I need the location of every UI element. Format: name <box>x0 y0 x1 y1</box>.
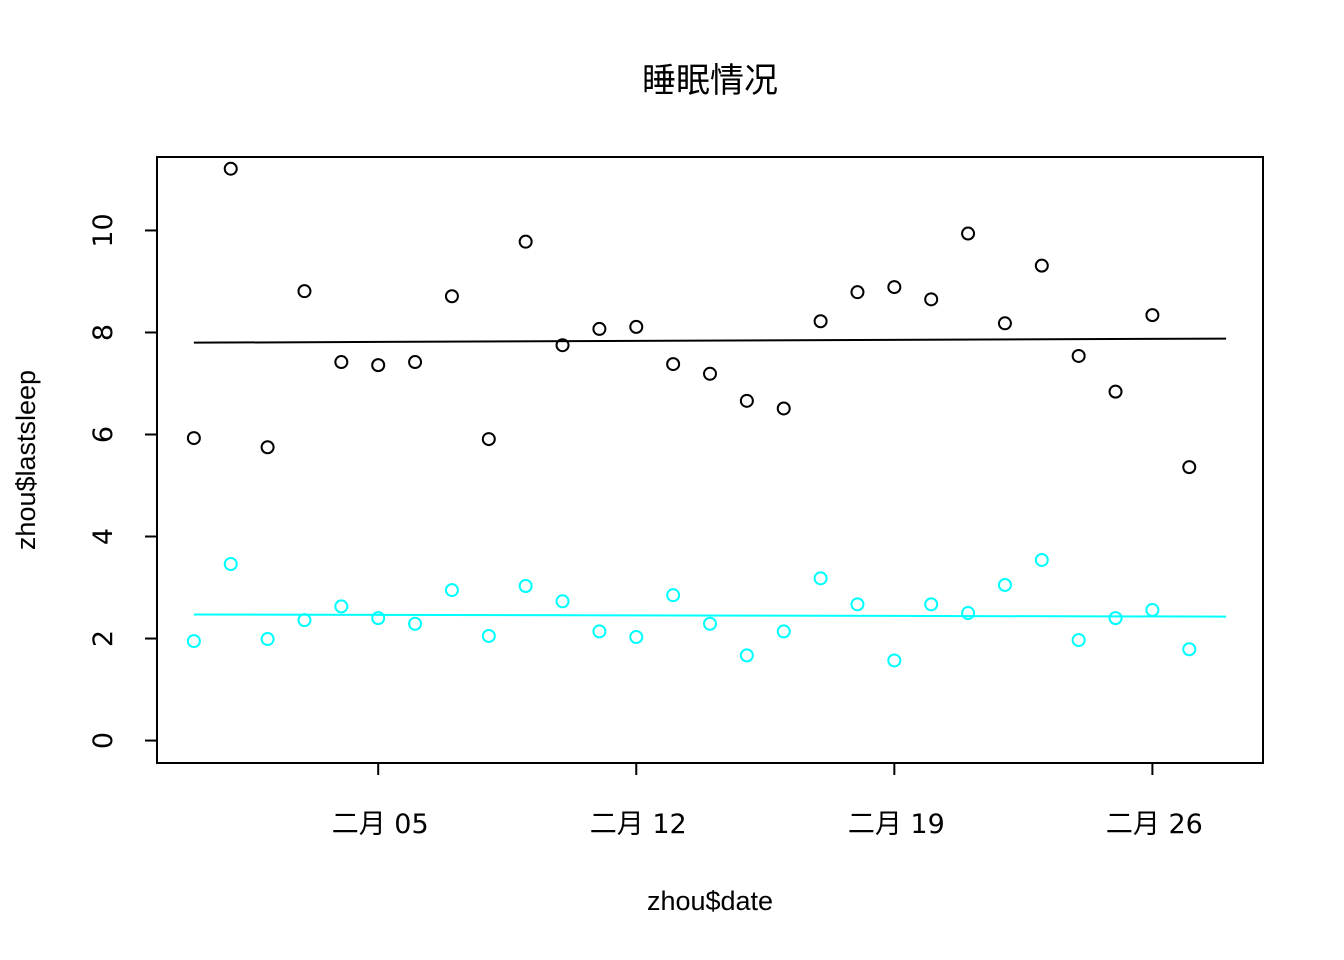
data-point-1 <box>555 594 570 609</box>
data-point-1 <box>813 571 828 586</box>
data-point-1 <box>629 630 644 645</box>
data-points <box>186 161 1197 668</box>
data-point-1 <box>776 624 791 639</box>
data-point-0 <box>739 393 754 408</box>
data-point-1 <box>592 624 607 639</box>
data-point-1 <box>1071 633 1086 648</box>
data-point-1 <box>371 611 386 626</box>
y-tick-label: 2 <box>88 630 119 647</box>
data-point-1 <box>223 557 238 572</box>
x-axis-label: zhou$date <box>647 886 773 916</box>
trend-lines <box>193 337 1227 618</box>
data-point-0 <box>555 338 570 353</box>
data-point-1 <box>1145 602 1160 617</box>
x-axis: 二月 05 二月 12 二月 19 二月 26 <box>332 763 1203 840</box>
data-point-0 <box>1108 384 1123 399</box>
data-point-0 <box>481 432 496 447</box>
plot-frame <box>156 156 1264 764</box>
data-point-1 <box>481 628 496 643</box>
data-point-0 <box>334 355 349 370</box>
data-point-1 <box>297 613 312 628</box>
data-point-0 <box>1034 258 1049 273</box>
data-point-0 <box>850 285 865 300</box>
y-tick-label: 0 <box>88 732 119 749</box>
y-tick-label: 6 <box>88 426 119 443</box>
data-point-0 <box>629 319 644 334</box>
data-point-1 <box>1034 552 1049 567</box>
data-point-0 <box>813 314 828 329</box>
data-point-0 <box>592 321 607 336</box>
data-point-1 <box>186 634 201 649</box>
chart-title: 睡眠情况 <box>642 61 778 101</box>
y-tick-label: 10 <box>88 213 119 247</box>
trend-line-1 <box>193 613 1227 618</box>
y-tick-label: 4 <box>88 528 119 545</box>
data-point-1 <box>703 616 717 631</box>
data-point-0 <box>1145 308 1160 323</box>
data-point-0 <box>297 284 312 299</box>
data-point-1 <box>739 648 754 663</box>
x-tick-label: 二月 19 <box>848 809 945 840</box>
trend-line-0 <box>193 337 1227 344</box>
y-axis-label: zhou$lastsleep <box>11 370 41 550</box>
data-point-0 <box>371 358 386 373</box>
data-point-1 <box>408 616 423 631</box>
data-point-0 <box>666 357 681 372</box>
x-tick-label: 二月 05 <box>332 809 429 840</box>
data-point-1 <box>518 578 533 593</box>
data-point-1 <box>334 599 349 614</box>
data-point-1 <box>961 606 976 621</box>
data-point-0 <box>997 316 1012 331</box>
data-point-1 <box>444 583 459 598</box>
data-point-0 <box>260 440 275 455</box>
data-point-1 <box>850 597 865 612</box>
data-point-0 <box>444 289 459 304</box>
data-point-1 <box>997 577 1012 592</box>
data-point-0 <box>887 280 902 295</box>
data-point-0 <box>1071 348 1086 363</box>
x-tick-label: 二月 12 <box>590 809 687 840</box>
data-point-0 <box>186 431 201 446</box>
x-tick-label: 二月 26 <box>1106 809 1203 840</box>
data-point-0 <box>518 234 533 249</box>
data-point-1 <box>260 632 275 647</box>
data-point-0 <box>223 161 238 176</box>
data-point-1 <box>1182 642 1197 657</box>
data-point-0 <box>961 226 976 241</box>
data-point-1 <box>666 588 681 603</box>
data-point-0 <box>924 292 939 307</box>
data-point-1 <box>1108 611 1123 626</box>
data-point-0 <box>703 366 717 381</box>
data-point-1 <box>924 597 939 612</box>
data-point-0 <box>408 355 423 370</box>
y-axis: 0 2 4 6 8 10 <box>88 213 157 749</box>
data-point-1 <box>887 653 902 668</box>
y-tick-label: 8 <box>88 324 119 341</box>
data-point-0 <box>776 401 791 416</box>
data-point-0 <box>1182 460 1197 475</box>
